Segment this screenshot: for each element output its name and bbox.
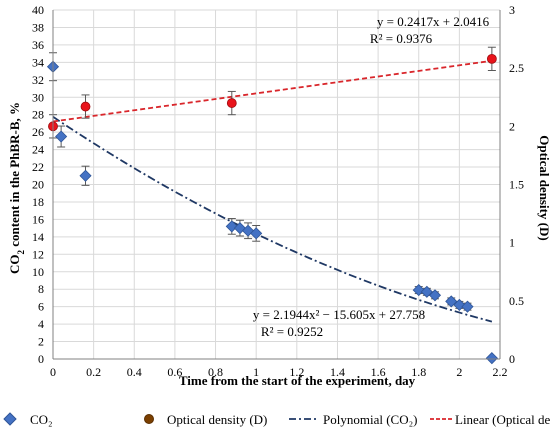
linear-r-squared: R² = 0.9376 [370,31,433,46]
y2-axis-title: Optical density (D) [537,135,550,240]
optical-density-data-point [486,53,497,64]
y2-tick-label: 1 [509,236,515,250]
y2-tick-label: 0.5 [509,294,524,308]
co2-data-point [55,130,68,143]
y-tick-label: 26 [32,125,44,139]
y-tick-label: 6 [38,300,44,314]
x-tick-label: 0.8 [208,365,223,379]
y-tick-label: 16 [32,212,44,226]
co2-data-point [420,285,433,298]
polynomial-r-squared: R² = 0.9252 [261,324,323,339]
legend-label: Linear (Optical density (D [455,412,550,427]
x-tick-label: 2 [456,365,462,379]
polynomial-trendline-co2 [52,116,493,323]
y-tick-label: 10 [32,265,44,279]
plot-frame [52,10,501,360]
y-tick-label: 2 [38,335,44,349]
y-tick-label: 22 [32,160,44,174]
y2-tick-label: 3 [509,3,515,17]
y-axis-title: CO2 content in the PhBR-B, % [7,102,26,274]
polynomial-equation: y = 2.1944x² − 15.605x + 27.758 [253,307,425,322]
optical-density-data-point [226,98,237,108]
x-tick-label: 0 [50,365,56,379]
x-tick-label: 2.2 [493,365,508,379]
linear-trendline-optical-density [52,59,493,123]
y2-tick-label: 2.5 [509,61,524,75]
y-axis-title-suffix: content in the PhBR-B, % [7,102,22,250]
optical-density-data-point [80,101,91,112]
y-tick-label: 34 [32,55,44,69]
y-axis-title-subscript: 2 [16,250,26,255]
y-axis-title-prefix: CO [7,255,22,275]
co2-data-point [453,298,466,311]
y-tick-label: 0 [38,352,44,366]
y-tick-label: 28 [32,108,44,122]
y-tick-label: 18 [32,195,44,209]
co2-data-point [445,295,458,308]
legend-item-optical-density: Optical density (D) [144,412,267,427]
data-points [46,53,498,365]
legend-item-polynomial: Polynomial (CO₂) [289,412,417,427]
x-tick-label: 0.6 [167,365,182,379]
co2-data-point [250,227,263,240]
y-tick-label: 30 [32,90,44,104]
legend-diamond-marker [3,412,17,426]
y2-tick-labels: 0 0.5 1 1.5 2 2.5 3 [509,3,524,366]
linear-equation: y = 0.2417x + 2.0416 [377,14,490,29]
y-tick-label: 14 [32,230,44,244]
y-tick-label: 36 [32,38,44,52]
y-tick-label: 40 [32,3,44,17]
x-tick-label: 0.4 [127,365,142,379]
x-tick-label: 1.2 [289,365,304,379]
y2-tick-label: 1.5 [509,178,524,192]
x-tick-label: 0.2 [86,365,101,379]
error-bars [49,46,496,311]
y-tick-label: 8 [38,282,44,296]
legend-item-co2: CO₂ [3,412,53,427]
x-tick-label: 1 [253,365,259,379]
legend-item-linear: Linear (Optical density (D [430,412,550,427]
y-tick-label: 38 [32,20,44,34]
trendlines [52,59,493,323]
co2-data-point [485,352,498,365]
y2-tick-label: 2 [509,119,515,133]
co2-data-point [412,284,425,297]
x-tick-label: 1.6 [371,365,386,379]
co2-data-point [461,300,474,313]
co2-data-point [79,169,92,182]
legend-label: CO₂ [30,412,53,427]
legend-circle-marker [144,414,154,424]
legend-label: Optical density (D) [167,412,267,427]
x-tick-label: 1.8 [411,365,426,379]
y-tick-label: 12 [32,247,44,261]
y-tick-label: 32 [32,73,44,87]
x-tick-label: 1.4 [330,365,345,379]
co2-data-point [428,289,442,302]
y2-tick-label: 0 [509,352,515,366]
x-axis-title: Time from the start of the experiment, d… [179,373,416,388]
x-tick-labels: 0 0.2 0.4 0.6 0.8 1 1.2 1.4 1.6 1.8 2 2.2 [50,365,508,379]
co2-data-point [225,220,238,233]
y-tick-label: 4 [38,317,44,331]
legend: CO₂ Optical density (D) Polynomial (CO₂)… [3,412,550,427]
legend-label: Polynomial (CO₂) [323,412,417,427]
y-tick-label: 24 [32,143,44,157]
y-tick-label: 20 [32,178,44,192]
